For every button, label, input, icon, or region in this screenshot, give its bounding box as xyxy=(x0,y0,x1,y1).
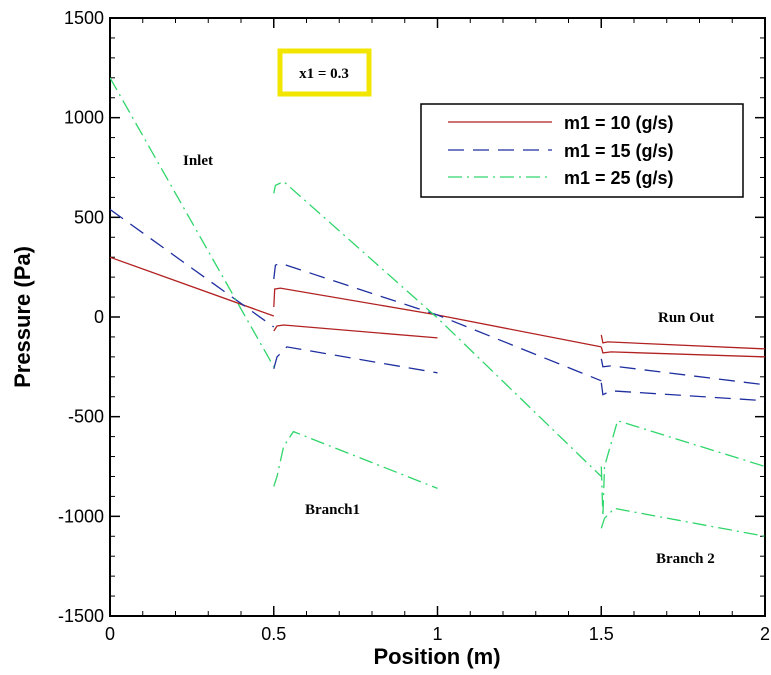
parameter-box: x1 = 0.3 xyxy=(277,48,372,97)
y-tick-label: 1500 xyxy=(64,8,104,28)
annotation-branch1: Branch1 xyxy=(305,502,360,518)
series-2-line xyxy=(110,208,275,328)
x-tick-label: 0.5 xyxy=(261,624,286,644)
series-3-line xyxy=(600,507,765,537)
series-1-line xyxy=(273,287,602,348)
legend-frame xyxy=(420,103,744,198)
series-2 xyxy=(110,208,765,402)
x-axis-title: Position (m) xyxy=(373,644,500,669)
parameter-box-label: x1 = 0.3 xyxy=(299,66,349,82)
annotation-inlet: Inlet xyxy=(183,153,213,169)
legend: m1 = 10 (g/s) m1 = 15 (g/s) m1 = 25 (g/s… xyxy=(420,103,744,198)
axis-ticks: 0 0.5 1 1.5 2 1500 1000 500 0 -500 -1000 -1500 xyxy=(58,8,770,644)
series-2-line xyxy=(273,346,438,374)
parameter-box-frame xyxy=(277,48,372,97)
y-tick-label: -500 xyxy=(68,407,104,427)
x-tick-label: 1 xyxy=(432,624,442,644)
annotation-branch2: Branch 2 xyxy=(656,551,715,567)
series-lines xyxy=(110,77,765,537)
legend-label-series-1: m1 = 10 (g/s) xyxy=(564,113,674,133)
y-axis-title: Pressure (Pa) xyxy=(10,246,35,388)
series-1-line xyxy=(600,334,765,350)
x-tick-label: 2 xyxy=(760,624,770,644)
series-3-line xyxy=(273,180,602,477)
series-1 xyxy=(110,256,765,358)
x-tick-label: 1.5 xyxy=(589,624,614,644)
y-tick-label: 1000 xyxy=(64,108,104,128)
series-3-line xyxy=(273,430,438,490)
series-1-line xyxy=(110,256,275,317)
y-tick-label: 0 xyxy=(94,307,104,327)
legend-label-series-2: m1 = 15 (g/s) xyxy=(564,141,674,161)
x-tick-label: 0 xyxy=(105,624,115,644)
series-3-line xyxy=(110,77,275,368)
series-3 xyxy=(110,77,765,537)
y-tick-label: 500 xyxy=(74,207,104,227)
y-tick-label: -1500 xyxy=(58,606,104,626)
annotation-run-out: Run Out xyxy=(658,310,714,326)
series-2-line xyxy=(273,262,602,382)
series-1-line xyxy=(273,324,438,339)
legend-label-series-3: m1 = 25 (g/s) xyxy=(564,168,674,188)
series-1-line xyxy=(600,346,765,358)
y-tick-label: -1000 xyxy=(58,506,104,526)
series-3-line xyxy=(600,419,765,517)
series-2-line xyxy=(600,358,765,386)
series-2-line xyxy=(600,382,765,402)
